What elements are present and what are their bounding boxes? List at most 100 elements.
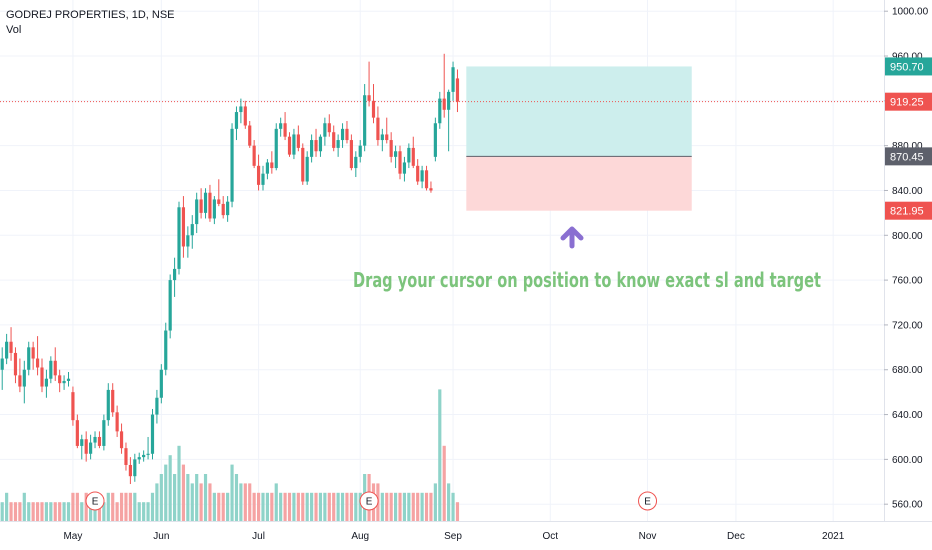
- candle-body: [27, 347, 31, 370]
- candle-body: [327, 123, 331, 133]
- candle-body: [119, 431, 124, 449]
- earnings-marker-label[interactable]: E: [366, 497, 373, 508]
- candle-body: [310, 140, 314, 157]
- volume-bar: [133, 492, 137, 521]
- volume-bar: [212, 492, 216, 521]
- candle-body: [332, 132, 336, 148]
- volume-bar: [172, 474, 177, 521]
- volume-bar: [22, 492, 26, 521]
- volume-bar: [150, 492, 155, 521]
- chart-header: GODREJ PROPERTIES, 1D, NSE Vol: [6, 8, 175, 38]
- volume-bar: [314, 492, 318, 521]
- price-tag-label[interactable]: 821.95: [890, 206, 924, 218]
- volume-bar: [119, 492, 124, 521]
- volume-bar: [239, 483, 243, 521]
- candle-body: [376, 117, 380, 141]
- volume-bar: [438, 389, 442, 521]
- time-tick-label: Oct: [543, 531, 559, 542]
- volume-bar: [168, 455, 172, 521]
- price-tag[interactable]: [885, 57, 932, 76]
- candle-body: [305, 156, 309, 182]
- volume-bar: [318, 492, 323, 521]
- volume-bar: [451, 492, 455, 521]
- candle-body: [363, 95, 367, 146]
- price-tag[interactable]: [885, 201, 932, 220]
- price-tag-label[interactable]: 870.45: [890, 151, 924, 163]
- candle-body: [354, 156, 358, 169]
- volume-bar: [398, 492, 402, 521]
- candle-body: [9, 341, 13, 353]
- volume-bar: [447, 483, 451, 521]
- volume-label[interactable]: Vol: [6, 24, 22, 36]
- volume-bar: [31, 502, 35, 521]
- volume-bar: [345, 492, 349, 521]
- candle-body: [142, 454, 146, 458]
- candle-body: [301, 147, 305, 182]
- earnings-marker-label[interactable]: E: [644, 497, 651, 508]
- price-tag[interactable]: [885, 92, 932, 111]
- price-tag-label[interactable]: 919.25: [890, 97, 924, 109]
- price-tag[interactable]: [885, 147, 932, 166]
- volume-bar: [234, 474, 239, 521]
- price-tick-label: 960.00: [892, 52, 923, 63]
- earnings-marker[interactable]: [359, 491, 379, 511]
- volume-bar: [274, 483, 278, 521]
- volume-bar: [429, 492, 433, 521]
- candle-body: [239, 106, 243, 113]
- candle-body: [5, 341, 9, 359]
- price-tick-label: 680.00: [892, 365, 923, 376]
- volume-bar: [402, 492, 407, 521]
- volume-bar: [416, 492, 420, 521]
- volume-bar: [301, 492, 305, 521]
- candle-body: [283, 123, 287, 137]
- candle-body: [146, 453, 150, 455]
- candle-body: [358, 145, 362, 157]
- volume-bar: [75, 492, 79, 521]
- candle-body: [265, 162, 270, 174]
- position-tool[interactable]: [0, 66, 884, 211]
- stop-loss-zone[interactable]: [466, 156, 692, 211]
- target-zone[interactable]: [466, 66, 692, 157]
- time-tick-label: May: [63, 531, 82, 542]
- price-tag-label[interactable]: 950.70: [890, 61, 924, 73]
- candle-body: [44, 378, 49, 387]
- candle-body: [314, 140, 318, 152]
- volume-bar: [80, 502, 84, 521]
- earnings-marker-label[interactable]: E: [92, 497, 99, 508]
- volume-bars: [0, 389, 460, 521]
- volume-bar: [340, 492, 345, 521]
- candle-body: [115, 412, 119, 432]
- candle-body: [93, 436, 97, 443]
- candle-body: [168, 280, 172, 331]
- volume-bar: [420, 492, 424, 521]
- candle-body: [292, 134, 296, 155]
- candle-body: [97, 436, 102, 446]
- volume-bar: [296, 492, 300, 521]
- candle-body: [438, 98, 442, 124]
- volume-bar: [164, 464, 168, 521]
- volume-bar: [349, 492, 353, 521]
- earnings-marker[interactable]: [638, 491, 658, 511]
- symbol-title[interactable]: GODREJ PROPERTIES, 1D, NSE: [6, 9, 175, 21]
- candle-body: [195, 199, 199, 225]
- volume-bar: [287, 492, 292, 521]
- candle-body: [208, 192, 212, 219]
- volume-bar: [252, 492, 256, 521]
- volume-bar: [142, 502, 146, 521]
- time-tick-label: Aug: [351, 531, 369, 542]
- volume-bar: [279, 492, 283, 521]
- candle-body: [248, 125, 252, 146]
- volume-bar: [62, 502, 66, 521]
- candle-body: [451, 67, 455, 92]
- time-tick-label: Jul: [252, 531, 265, 542]
- candle-body: [270, 162, 274, 169]
- candle-body: [22, 369, 26, 387]
- candle-body: [447, 91, 451, 110]
- annotation-group: Drag your cursor on position to know exa…: [353, 226, 821, 292]
- candle-body: [420, 170, 424, 182]
- earnings-marker[interactable]: [85, 491, 105, 511]
- volume-bar: [310, 492, 314, 521]
- volume-bar: [323, 492, 327, 521]
